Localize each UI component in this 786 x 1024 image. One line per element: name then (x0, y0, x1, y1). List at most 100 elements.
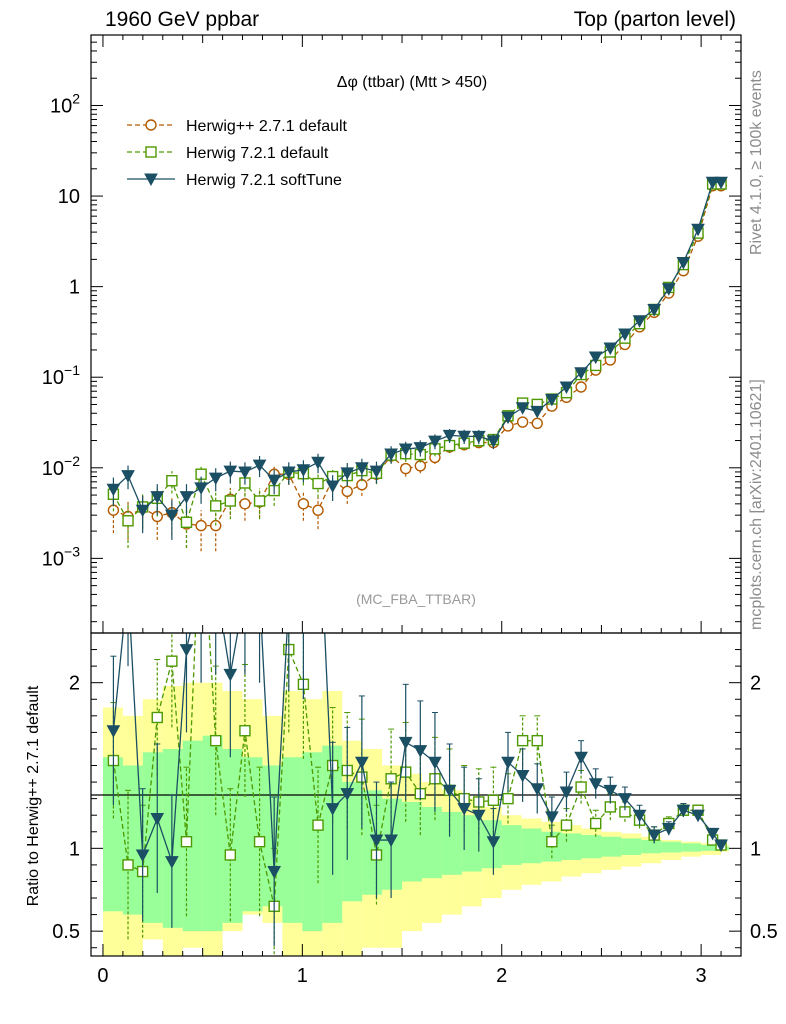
ratio-band-green (661, 841, 682, 853)
data-point (384, 448, 398, 462)
ratio-band-green (461, 815, 482, 872)
ratio-band-green (302, 752, 323, 932)
data-point (714, 176, 728, 190)
ratio-point (501, 756, 515, 770)
data-point (691, 223, 705, 237)
ratio-point (575, 781, 587, 793)
ratio-point (530, 783, 545, 796)
ratio-point (486, 836, 501, 849)
ratio-x-tick-label: 2 (496, 965, 507, 987)
ratio-y-tick-label-right: 0.5 (750, 921, 778, 943)
ratio-band-green (342, 782, 363, 902)
data-point (515, 402, 530, 415)
main-y-tick-exponent: 2 (72, 90, 80, 106)
ratio-band-green (122, 765, 143, 915)
ratio-y-tick-label: 0.5 (52, 921, 80, 943)
data-point (312, 477, 324, 490)
ratio-band-green (162, 748, 183, 928)
ratio-point (588, 778, 603, 791)
data-point (559, 381, 574, 395)
data-point (341, 485, 353, 498)
ratio-band-green (441, 811, 462, 875)
ratio-point (516, 734, 529, 747)
ratio-plot-frame (90, 632, 742, 957)
ratio-point (122, 859, 134, 871)
ratio-point (603, 784, 618, 798)
data-point (486, 435, 501, 448)
ratio-series-layer (106, 633, 728, 956)
ratio-band-green (701, 845, 722, 851)
ratio-x-ticks: 0 1 2 3 (97, 944, 722, 987)
ratio-point (705, 827, 720, 841)
ratio-point (457, 803, 472, 816)
data-point (208, 472, 223, 486)
ratio-y-tick-label-right: 2 (750, 673, 761, 695)
main-y-tick-base: 10 (50, 95, 72, 117)
ratio-point (618, 793, 632, 806)
data-point (150, 491, 165, 504)
data-point (661, 283, 676, 296)
ratio-point (428, 756, 442, 770)
ratio-point (560, 819, 573, 831)
ratio-point (355, 756, 369, 770)
data-point (239, 498, 251, 510)
ratio-band-green (182, 740, 203, 932)
main-y-tick-exponent: −3 (64, 543, 80, 559)
ratio-point (340, 788, 355, 801)
data-point (194, 482, 208, 495)
data-point (574, 367, 588, 380)
ratio-point (502, 792, 514, 805)
ratio-point (546, 836, 558, 848)
legend-marker (145, 146, 157, 158)
data-point (312, 504, 324, 516)
ratio-point (179, 644, 194, 657)
legend-label: Herwig 7.2.1 softTune (186, 172, 342, 189)
ratio-band-green (202, 735, 223, 932)
main-series-layer (106, 176, 728, 552)
ratio-point (312, 819, 324, 831)
main-y-tick-base: 10 (42, 367, 64, 389)
plot-title: Δφ (ttbar) (Mtt > 450) (337, 74, 487, 91)
ratio-point (165, 856, 179, 869)
data-point (457, 430, 472, 444)
ratio-point (253, 836, 266, 848)
main-y-tick-label: 10−3 (42, 543, 80, 570)
data-point (296, 464, 311, 477)
ratio-band-green (581, 835, 602, 859)
data-point (413, 442, 428, 455)
ratio-band-green (521, 828, 542, 864)
data-point (252, 459, 267, 473)
main-y-tick-base: 10 (42, 458, 64, 480)
main-y-tick-label: 10 (58, 186, 80, 208)
ratio-point (515, 769, 530, 783)
data-point (297, 498, 310, 510)
main-y-tick-label: 10−2 (42, 453, 80, 480)
data-point (676, 256, 691, 270)
main-y-tick-exponent: −2 (64, 453, 80, 469)
data-point (603, 342, 618, 356)
data-point (355, 462, 369, 475)
ratio-point (398, 736, 413, 750)
ratio-y-axis-label: Ratio to Herwig++ 2.7.1 default (25, 685, 42, 906)
ratio-band-green (362, 790, 383, 895)
data-point (400, 462, 412, 475)
ratio-point (150, 813, 165, 826)
ratio-point (369, 834, 384, 848)
data-point (618, 328, 632, 342)
main-y-tick-base: 10 (42, 548, 64, 570)
data-point (516, 416, 529, 428)
ratio-point (590, 817, 602, 830)
ratio-x-tick-label: 3 (696, 965, 707, 987)
data-point (135, 504, 150, 518)
ratio-point (384, 834, 398, 848)
ratio-y-tick-label-right: 1 (750, 838, 761, 860)
data-point (442, 429, 457, 443)
ratio-band-green (621, 838, 642, 855)
ratio-point (210, 734, 222, 747)
ratio-plot: 0.5 0.5 1 1 2 2 0 1 2 3 Ratio to Herwig++ 2.7.1 … (25, 632, 778, 987)
data-point (165, 509, 179, 523)
ratio-point (647, 829, 662, 843)
ratio-point (413, 745, 428, 758)
